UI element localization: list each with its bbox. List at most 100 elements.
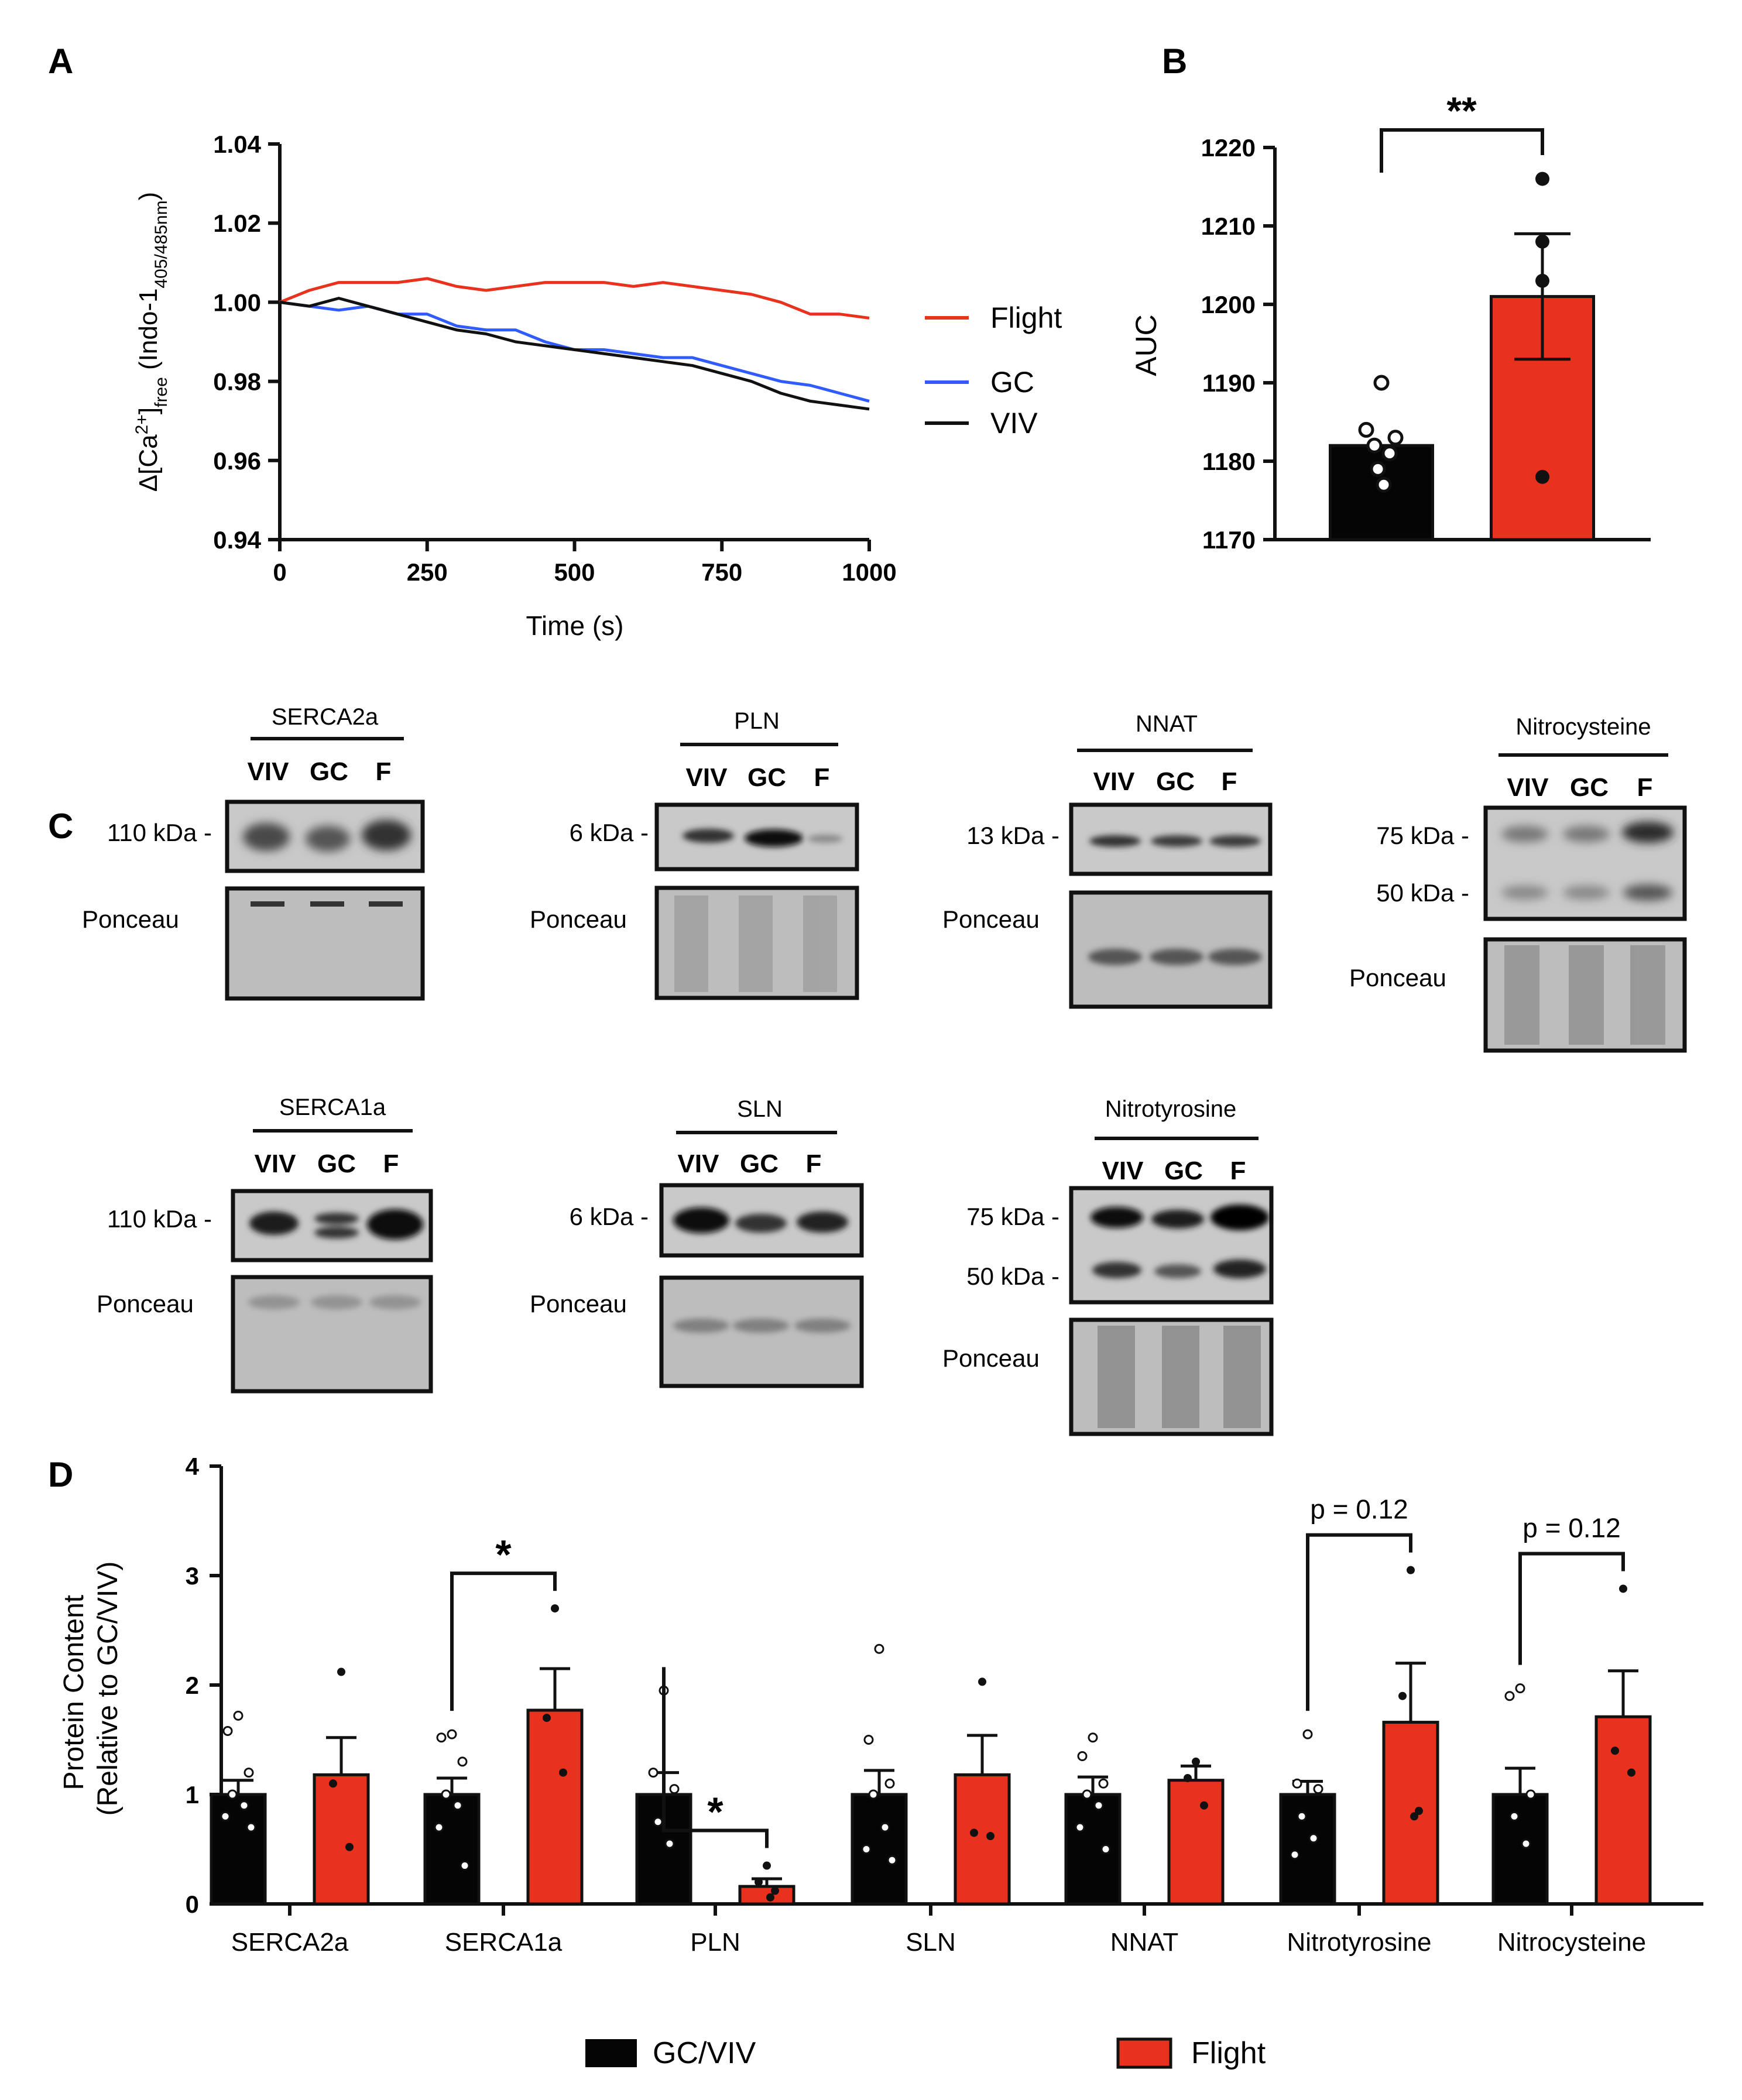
blot-pln-title: PLN: [734, 708, 780, 734]
panel-d-y-tick-label: 1: [186, 1781, 199, 1809]
blot-serca2a-ponceau-bands: [251, 901, 403, 907]
blot-serca2a-title: SERCA2a: [272, 704, 379, 730]
panel-d-x-tick-label: SLN: [906, 1928, 956, 1957]
lane-label-f: F: [806, 1149, 822, 1178]
panel-d-point: [884, 1778, 895, 1789]
panel-d-point: [246, 1822, 256, 1833]
panel-a-series-flight: [279, 277, 870, 320]
panel-d-bar-gcviv: [851, 1793, 908, 1906]
lane-label-viv: VIV: [248, 757, 290, 786]
panel-d-point: [887, 1855, 897, 1865]
blot-nnat-ponceau-bands: [1088, 949, 1262, 965]
ponceau-label: Ponceau: [82, 905, 179, 933]
lane-label-gc: GC: [1156, 767, 1195, 796]
panel-label-b: B: [1162, 42, 1187, 81]
panel-d-point: [986, 1832, 995, 1841]
lane-label-viv: VIV: [686, 763, 728, 792]
lane-label-gc: GC: [740, 1149, 779, 1178]
panel-d-point: [1077, 1751, 1088, 1762]
panel-d-point: [1100, 1844, 1111, 1854]
legend-gcviv-label: GC/VIV: [653, 2036, 756, 2070]
panel-a-line-chart: 0.940.960.981.001.021.04 0 250 500 750 1000 …: [132, 131, 1062, 641]
panel-d-x-tick-label: Nitrotyrosine: [1287, 1928, 1432, 1957]
blot-nitrotyrosine-bands: [1091, 1205, 1269, 1278]
blot-nnat-bands: [1089, 835, 1261, 847]
blot-nnat: NNAT VIV GC F 13 kDa - Ponceau: [942, 711, 1273, 1009]
blot-serca1a-kda: 110 kDa -: [107, 1205, 212, 1233]
ponceau-label: Ponceau: [530, 905, 627, 933]
panel-d-point: [434, 1822, 444, 1833]
panel-d-point: [880, 1822, 890, 1833]
panel-d-point: [1192, 1757, 1200, 1766]
panel-d-grouped-bar-chart: 0 1 2 3 4 SERCA2a SERCA1a PLN SLN NNAT Nitrotyros…: [59, 1453, 1703, 2070]
lane-label-gc: GC: [317, 1149, 356, 1178]
panel-d-significance-label: *: [707, 1789, 723, 1835]
panel-label-a: A: [48, 42, 73, 81]
blot-nitrotyrosine-kda-50: 50 kDa -: [966, 1262, 1059, 1290]
panel-d-point: [664, 1838, 675, 1849]
panel-a-y-tick-label: 1.02: [213, 210, 261, 237]
blot-serca2a-ponceau-image: [225, 886, 425, 1001]
panel-d-point: [559, 1768, 567, 1777]
panel-d-point: [1504, 1691, 1515, 1701]
panel-b-point: [1535, 273, 1549, 288]
blot-serca2a: SERCA2a VIV GC F 110 kDa - Ponceau: [82, 704, 425, 1001]
panel-d-significance-bracket: [450, 1571, 557, 1711]
panel-d-bar-gcviv: [1064, 1793, 1122, 1906]
panel-b-significance-label: **: [1446, 89, 1477, 132]
lane-label-gc: GC: [747, 763, 786, 792]
panel-a-y-tick-label: 0.96: [213, 447, 261, 475]
blot-pln-kda: 6 kDa -: [570, 819, 649, 846]
panel-d-point: [436, 1732, 447, 1743]
panel-b-point: [1535, 234, 1549, 249]
lane-label-viv: VIV: [1102, 1157, 1144, 1185]
lane-label-gc: GC: [1570, 773, 1609, 802]
panel-b-point: [1366, 437, 1383, 454]
blot-nitrocysteine-title: Nitrocysteine: [1515, 714, 1651, 740]
panel-c-western-blots: SERCA2a VIV GC F 110 kDa - Ponceau PLN: [82, 704, 1687, 1436]
blot-serca1a: SERCA1a VIV GC F 110 kDa - Ponceau: [97, 1094, 433, 1394]
blot-nnat-kda: 13 kDa -: [966, 822, 1059, 849]
panel-d-point: [648, 1768, 659, 1778]
panel-b-point: [1535, 469, 1549, 484]
panel-d-point: [452, 1800, 463, 1811]
panel-d-significance-label: *: [495, 1532, 512, 1577]
lane-label-f: F: [383, 1149, 399, 1178]
panel-label-d: D: [48, 1455, 73, 1494]
panel-a-y-tick-label: 0.98: [213, 368, 261, 396]
blot-serca1a-title: SERCA1a: [279, 1094, 386, 1120]
panel-d-point: [1509, 1811, 1520, 1821]
lane-label-f: F: [1637, 773, 1653, 802]
panel-d-point: [1611, 1746, 1619, 1755]
panel-d-point: [244, 1768, 254, 1778]
panel-label-c: C: [48, 807, 73, 846]
blot-nitrotyrosine-ponceau-image: [1069, 1317, 1274, 1436]
blot-pln-bands: [683, 829, 843, 847]
panel-b-point: [1381, 445, 1398, 462]
panel-a-x-tick-label: 500: [554, 558, 595, 586]
blot-nitrocysteine-ponceau-image: [1483, 937, 1687, 1053]
panel-d-point: [441, 1789, 451, 1800]
panel-b-y-label: AUC: [1130, 314, 1163, 376]
panel-a-x-label: Time (s): [526, 610, 624, 641]
panel-d-point: [329, 1779, 337, 1788]
blot-nnat-title: NNAT: [1136, 711, 1198, 737]
panel-d-point: [239, 1800, 249, 1811]
panel-d-bar-gcviv: [210, 1793, 267, 1906]
panel-a-y-tick-label: 1.00: [213, 289, 261, 316]
blot-nitrocysteine-kda-75: 75 kDa -: [1376, 822, 1469, 849]
panel-a-y-tick-label: 1.04: [213, 131, 261, 158]
panel-d-point: [1627, 1768, 1635, 1777]
panel-b-point: [1373, 375, 1390, 391]
blot-nitrocysteine-ponceau-lanes: [1504, 945, 1665, 1045]
panel-d-bar-flight: [1594, 1715, 1652, 1906]
blot-nitrocysteine: Nitrocysteine VIV GC F 75 kDa - 50 kDa -…: [1349, 714, 1687, 1053]
panel-d-point: [863, 1735, 874, 1745]
lane-label-viv: VIV: [255, 1149, 297, 1178]
blot-sln-title: SLN: [737, 1096, 783, 1122]
lane-label-viv: VIV: [678, 1149, 720, 1178]
lane-label-gc: GC: [1164, 1157, 1203, 1185]
panel-d-point: [1407, 1566, 1415, 1574]
panel-d-point: [1184, 1773, 1192, 1782]
